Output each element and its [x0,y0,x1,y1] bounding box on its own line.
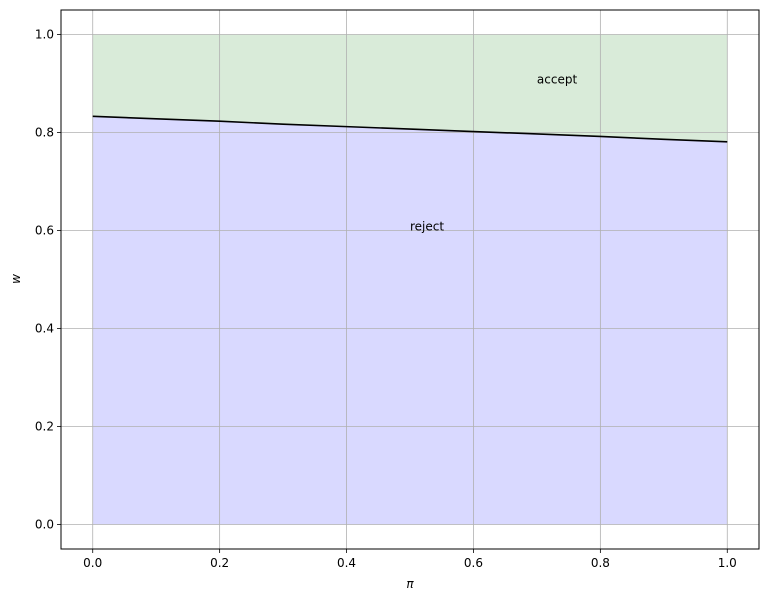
x-tick-label: 0.0 [83,556,102,570]
x-tick-label: 0.4 [337,556,356,570]
axes-frame [60,9,760,550]
x-tick-label: 0.2 [210,556,229,570]
y-tick-label: 0.8 [35,126,54,140]
y-tick-label: 1.0 [35,28,54,42]
y-tick-label: 0.4 [35,322,54,336]
region-label-accept: accept [537,73,578,87]
x-tick-label: 0.8 [591,556,610,570]
y-tick-label: 0.2 [35,420,54,434]
boundary-line [92,115,728,143]
region-reject [92,116,728,525]
y-tick-label: 0.0 [35,518,54,532]
y-tick-label: 0.6 [35,224,54,238]
x-axis-label: π [406,577,414,591]
region-accept [92,34,728,142]
y-axis-label: w [9,274,23,284]
x-tick-label: 0.6 [464,556,483,570]
x-tick-label: 1.0 [718,556,737,570]
region-label-reject: reject [410,220,444,234]
